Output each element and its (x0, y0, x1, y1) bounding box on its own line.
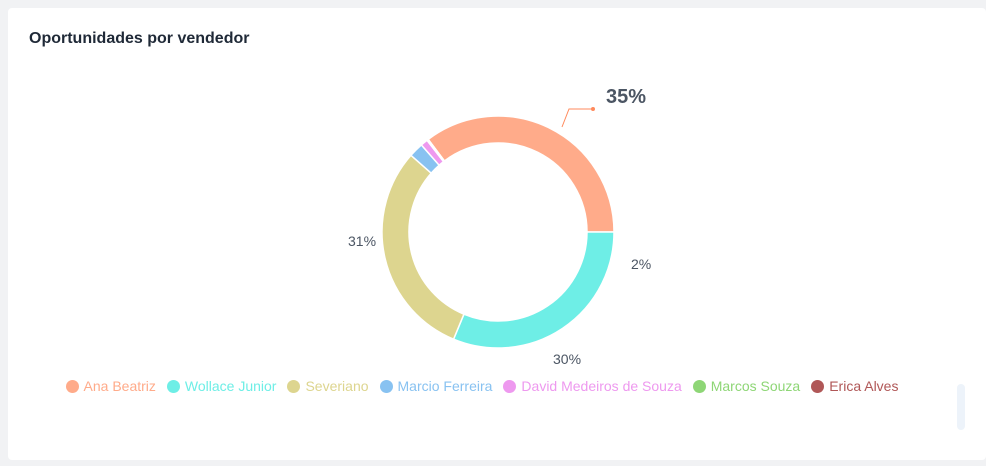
legend-marker (692, 379, 706, 393)
donut-chart: 35% 31% 30% 2% (348, 86, 651, 367)
donut-slice-severiano[interactable] (381, 154, 465, 341)
legend-item-marcio-ferreira[interactable]: Marcio Ferreira (379, 378, 493, 394)
data-label-wollace-junior: 31% (348, 233, 376, 249)
legend-item-marcos-souza[interactable]: Marcos Souza (692, 378, 801, 394)
legend-label: David Medeiros de Souza (521, 378, 682, 394)
scrollbar-thumb[interactable] (957, 384, 965, 430)
legend-label: Marcio Ferreira (397, 378, 493, 394)
data-label-ana-beatriz: 35% (606, 86, 646, 108)
legend-marker (811, 379, 825, 393)
legend-marker (503, 379, 517, 393)
leader-line-ana-beatriz (561, 108, 593, 128)
legend-label: Severiano (305, 378, 369, 394)
data-label-marcio-ferreira: 2% (631, 256, 651, 272)
chart-legend: Ana Beatriz Wollace Junior Severiano Marcio… (8, 378, 986, 394)
legend-label: Wollace Junior (184, 378, 277, 394)
leader-dot-ana-beatriz (591, 107, 595, 111)
legend-marker (65, 379, 79, 393)
legend-label: Marcos Souza (710, 378, 801, 394)
legend-marker (379, 379, 393, 393)
legend-item-ana-beatriz[interactable]: Ana Beatriz (65, 378, 156, 394)
donut-slice-wollace-junior[interactable] (452, 231, 615, 349)
chart-card: Oportunidades por vendedor 35% 31% 30% 2% A… (8, 8, 986, 460)
legend-marker (166, 379, 180, 393)
legend-label: Ana Beatriz (83, 378, 156, 394)
donut-slice-erica-alves[interactable] (426, 138, 446, 163)
data-label-severiano: 30% (553, 351, 581, 367)
legend-label: Erica Alves (829, 378, 899, 394)
legend-item-wollace-junior[interactable]: Wollace Junior (166, 378, 277, 394)
donut-slice-ana-beatriz[interactable] (427, 115, 615, 233)
legend-item-david-medeiros-de-souza[interactable]: David Medeiros de Souza (503, 378, 682, 394)
legend-item-severiano[interactable]: Severiano (287, 378, 369, 394)
chart-title: Oportunidades por vendedor (29, 30, 250, 47)
legend-item-erica-alves[interactable]: Erica Alves (811, 378, 898, 394)
legend-marker (287, 379, 301, 393)
